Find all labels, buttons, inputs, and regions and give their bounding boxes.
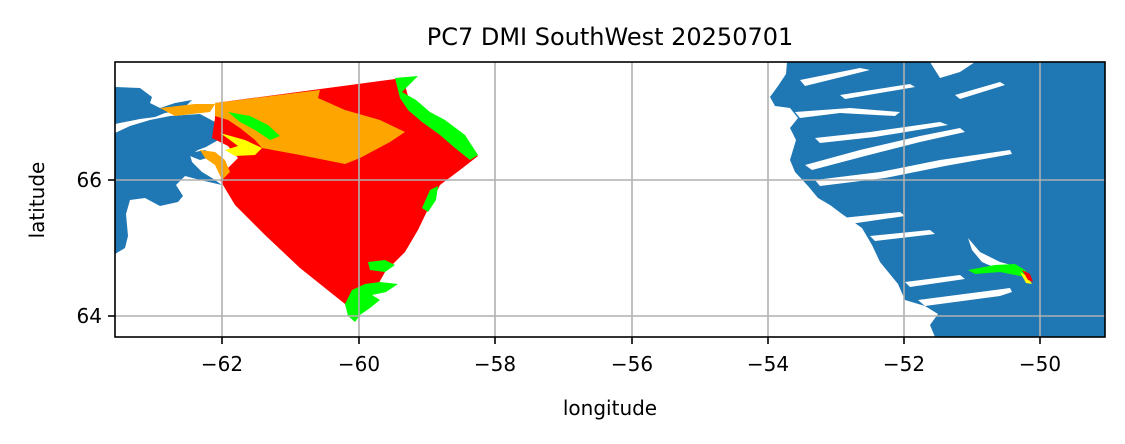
x-tick-label: −54 xyxy=(747,352,789,376)
axes-frame xyxy=(114,61,1106,338)
ice-orange xyxy=(215,90,405,164)
ice-green-greenland xyxy=(968,264,1030,278)
y-tick-label: 64 xyxy=(77,304,102,328)
y-axis-label: latitude xyxy=(25,162,49,239)
ice-yellow-greenland xyxy=(1020,272,1032,284)
ice-green-coast-1 xyxy=(395,76,478,160)
x-tick-label: −52 xyxy=(883,352,925,376)
ice-orange-coast xyxy=(160,104,215,116)
ice-yellow xyxy=(220,133,262,156)
x-tick-label: −50 xyxy=(1019,352,1061,376)
x-tick-label: −58 xyxy=(474,352,516,376)
ice-red-greenland xyxy=(1022,270,1033,282)
x-axis-label: longitude xyxy=(563,396,657,420)
ice-green-north xyxy=(228,112,280,140)
chart-title: PC7 DMI SouthWest 20250701 xyxy=(427,23,794,51)
x-ticks xyxy=(221,337,1041,344)
greenland-fjords xyxy=(795,62,1020,306)
x-tick-label: −60 xyxy=(338,352,380,376)
y-ticks xyxy=(108,179,115,317)
ice-green-islands-1 xyxy=(368,260,395,272)
y-tick-label: 66 xyxy=(77,168,102,192)
ice-green-coast-2 xyxy=(422,186,438,212)
x-tick-label: −56 xyxy=(611,352,653,376)
grid xyxy=(115,62,1105,337)
x-tick-label: −62 xyxy=(201,352,243,376)
baffin-island-land xyxy=(115,87,230,254)
